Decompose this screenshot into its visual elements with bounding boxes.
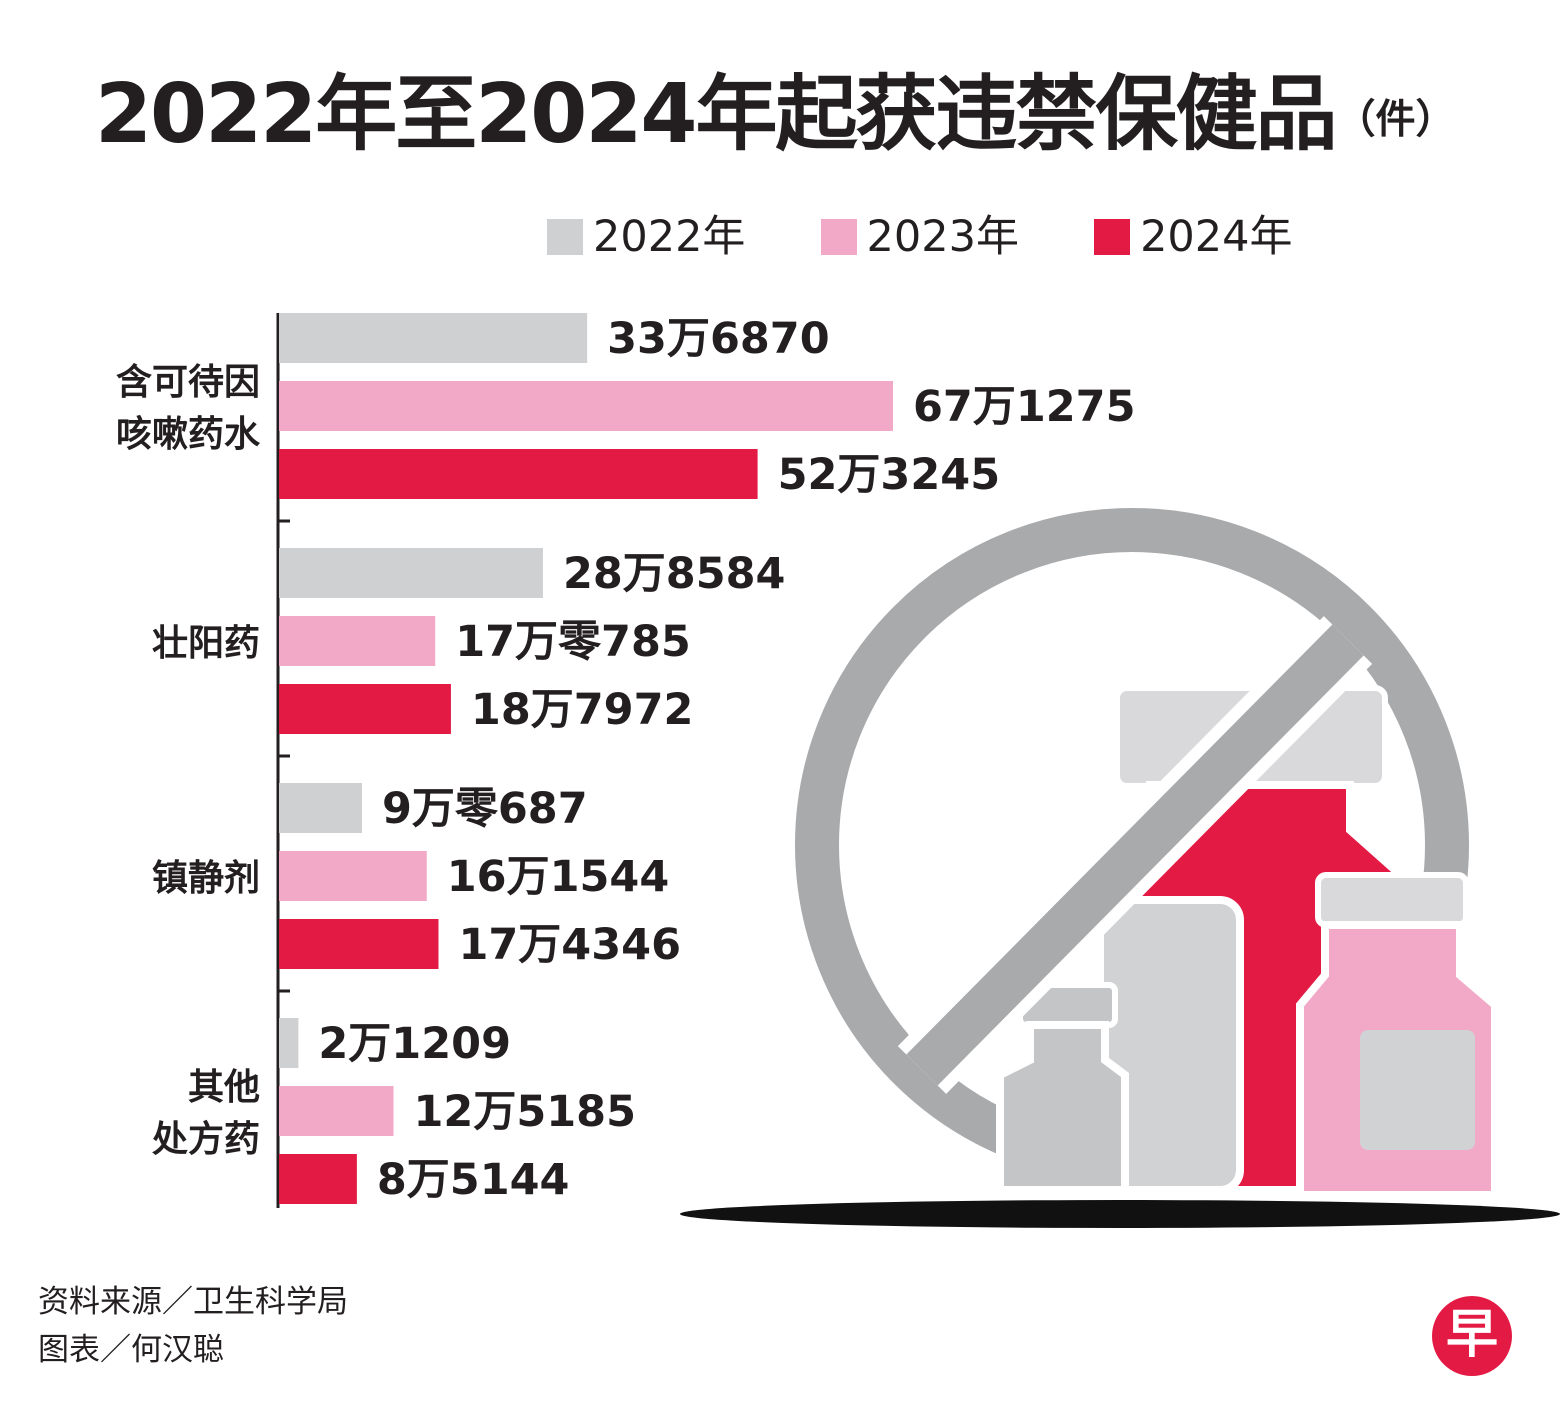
bars bbox=[279, 313, 893, 1204]
value-label: 33万6870 bbox=[607, 314, 830, 364]
value-label: 17万零785 bbox=[455, 617, 691, 667]
legend-label-2023: 2023年 bbox=[866, 212, 1019, 262]
value-label: 12万5185 bbox=[414, 1087, 637, 1137]
category-label: 壮阳药 bbox=[152, 623, 260, 664]
bar-2023-3 bbox=[279, 1086, 394, 1136]
category-label: 处方药 bbox=[152, 1119, 260, 1160]
value-label: 8万5144 bbox=[377, 1155, 570, 1205]
chart-title: 2022年至2024年起获违禁保健品（件） bbox=[95, 60, 1535, 170]
footer-source: 资料来源／卫生科学局 bbox=[38, 1284, 348, 1320]
chart-title-unit: （件） bbox=[1335, 96, 1456, 143]
pink-bottle-label-icon bbox=[1360, 1030, 1475, 1150]
legend-item-2024: 2024年 bbox=[1094, 212, 1293, 262]
category-label: 咳嗽药水 bbox=[116, 414, 261, 455]
small-bottle-icon bbox=[996, 1021, 1129, 1194]
legend-label-2022: 2022年 bbox=[593, 212, 746, 262]
bar-2024-0 bbox=[279, 449, 758, 499]
y-axis bbox=[276, 313, 290, 1208]
bar-2022-2 bbox=[279, 783, 362, 833]
value-labels: 33万6870 67万1275 52万3245 28万8584 17万零785 18万79… bbox=[318, 314, 1135, 1205]
prohibit-slash bbox=[906, 624, 1364, 1086]
value-label: 52万3245 bbox=[778, 450, 1001, 500]
category-label: 其他 bbox=[188, 1067, 260, 1108]
bar-2022-0 bbox=[279, 313, 588, 363]
category-label: 镇静剂 bbox=[152, 858, 260, 899]
bar-2023-0 bbox=[279, 381, 893, 431]
legend-swatch-2022 bbox=[547, 219, 583, 255]
footer-credit: 图表／何汉聪 bbox=[38, 1332, 224, 1368]
ground-shadow bbox=[680, 1200, 1560, 1228]
prohibited-medicine-illustration bbox=[680, 508, 1560, 1228]
category-label: 含可待因 bbox=[116, 362, 260, 403]
value-label: 28万8584 bbox=[563, 549, 786, 599]
value-label: 17万4346 bbox=[458, 920, 681, 970]
bar-2022-3 bbox=[279, 1018, 299, 1068]
legend-swatch-2024 bbox=[1094, 219, 1131, 255]
pink-bottle-cap-icon bbox=[1315, 872, 1469, 928]
bar-2024-3 bbox=[279, 1154, 357, 1204]
value-label: 67万1275 bbox=[913, 382, 1136, 432]
legend-item-2022: 2022年 bbox=[547, 212, 745, 262]
value-label: 16万1544 bbox=[447, 852, 670, 902]
zaobao-logo-icon: 早 bbox=[1432, 1296, 1512, 1376]
bar-2024-1 bbox=[279, 684, 451, 734]
value-label: 2万1209 bbox=[318, 1019, 511, 1069]
legend-label-2024: 2024年 bbox=[1140, 212, 1293, 262]
legend: 2022年 2023年 2024年 bbox=[547, 212, 1363, 262]
bar-2024-2 bbox=[279, 919, 439, 969]
legend-swatch-2023 bbox=[820, 219, 857, 255]
bar-2022-1 bbox=[279, 548, 543, 598]
value-label: 18万7972 bbox=[471, 685, 694, 735]
bar-2023-1 bbox=[279, 616, 436, 666]
bar-2023-2 bbox=[279, 851, 427, 901]
value-label: 9万零687 bbox=[382, 784, 588, 834]
chart-title-text: 2022年至2024年起获违禁保健品 bbox=[95, 67, 1337, 162]
legend-item-2023: 2023年 bbox=[820, 212, 1019, 262]
